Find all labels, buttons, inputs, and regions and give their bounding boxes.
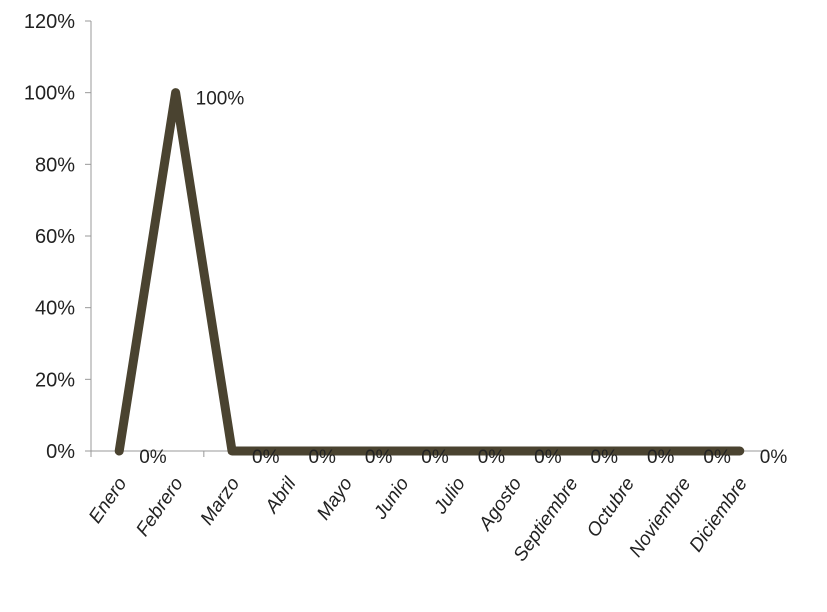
x-category-label: Julio xyxy=(430,474,470,519)
data-label: 0% xyxy=(534,447,562,468)
y-tick-label: 40% xyxy=(35,298,75,320)
x-axis: Enero Febrero Marzo Abril Mayo Junio Julio Agos… xyxy=(85,450,769,565)
y-tick-label: 120% xyxy=(24,11,75,33)
data-label: 0% xyxy=(308,447,336,468)
data-label: 0% xyxy=(591,447,619,468)
x-category-label: Octubre xyxy=(583,474,639,541)
x-category-label: Marzo xyxy=(197,474,244,529)
series-layer xyxy=(114,88,745,456)
y-tick-label: 100% xyxy=(24,83,75,105)
x-category-label: Mayo xyxy=(313,474,357,524)
data-label: 0% xyxy=(252,447,280,468)
x-category-label: Abril xyxy=(261,473,301,518)
x-category-label: Diciembre xyxy=(686,474,752,556)
data-label: 0% xyxy=(703,447,731,468)
data-label: 100% xyxy=(196,89,245,110)
data-label: 0% xyxy=(365,447,393,468)
y-tick-label: 0% xyxy=(46,441,75,463)
x-category-label: Febrero xyxy=(132,474,187,541)
y-tick-label: 80% xyxy=(35,154,75,176)
data-label: 0% xyxy=(478,447,506,468)
y-tick-label: 60% xyxy=(35,226,75,248)
x-category-label: Junio xyxy=(370,474,414,524)
x-category-label: Agosto xyxy=(475,474,527,535)
series-line xyxy=(114,88,745,456)
y-tick-label: 20% xyxy=(35,369,75,391)
y-axis: 0% 20% 40% 60% 80% 100% 120% xyxy=(24,11,92,463)
data-label: 0% xyxy=(139,447,167,468)
data-label: 0% xyxy=(421,447,449,468)
data-label: 0% xyxy=(647,447,675,468)
data-label: 0% xyxy=(760,447,788,468)
data-labels: 0% 100% 0% 0% 0% 0% 0% 0% 0% 0% 0% 0% xyxy=(139,89,787,468)
x-category-label: Enero xyxy=(85,474,131,528)
